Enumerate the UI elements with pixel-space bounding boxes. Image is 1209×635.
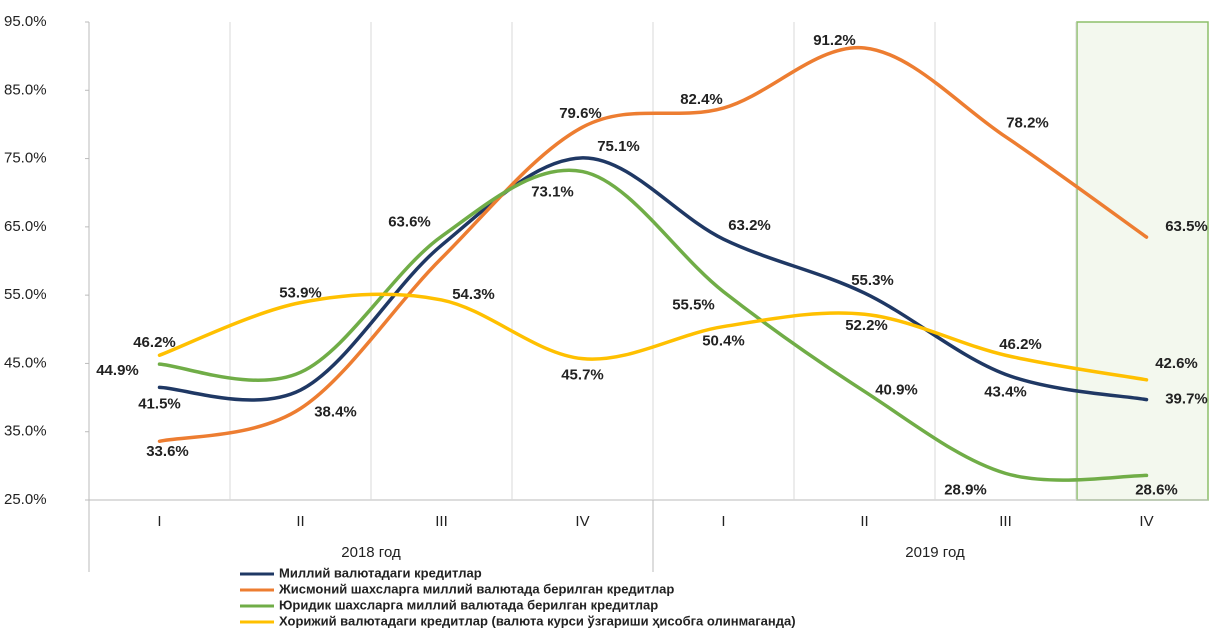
y-tick-label: 45.0%	[4, 354, 47, 371]
data-label: 43.4%	[984, 383, 1027, 400]
legend-label: Миллий валютадаги кредитлар	[279, 565, 482, 580]
data-label: 42.6%	[1155, 355, 1198, 372]
data-label: 41.5%	[138, 395, 181, 412]
y-tick-label: 65.0%	[4, 218, 47, 235]
x-tick-label: IV	[1139, 513, 1153, 530]
data-label: 91.2%	[813, 32, 856, 49]
data-label: 55.5%	[672, 297, 715, 314]
data-label: 63.2%	[728, 217, 771, 234]
line-series	[157, 156, 1149, 402]
data-label: 75.1%	[597, 138, 640, 155]
data-label: 40.9%	[875, 381, 918, 398]
x-tick-label: I	[721, 513, 725, 530]
data-label: 78.2%	[1006, 115, 1049, 132]
data-label: 45.7%	[561, 367, 604, 384]
x-tick-label: III	[999, 513, 1012, 530]
data-label: 46.2%	[133, 334, 176, 351]
group-label: 2019 год	[905, 544, 965, 561]
line-series	[157, 168, 1149, 482]
data-label: 63.6%	[388, 213, 431, 230]
data-label: 28.6%	[1135, 481, 1178, 498]
line-series	[157, 292, 1149, 382]
y-tick-label: 85.0%	[4, 81, 47, 98]
y-tick-label: 25.0%	[4, 491, 47, 508]
data-label: 73.1%	[531, 184, 574, 201]
data-label: 82.4%	[680, 91, 723, 108]
y-tick-label: 95.0%	[4, 13, 47, 30]
x-tick-label: III	[435, 513, 448, 530]
line-series	[157, 46, 1149, 444]
data-label: 63.5%	[1165, 218, 1208, 235]
data-label: 54.3%	[452, 286, 495, 303]
x-tick-label: IV	[575, 513, 589, 530]
data-label: 53.9%	[279, 285, 322, 302]
x-tick-label: I	[157, 513, 161, 530]
data-label: 39.7%	[1165, 391, 1208, 408]
y-tick-label: 75.0%	[4, 150, 47, 167]
legend-label: Юридик шахсларга миллий валютада берилга…	[279, 597, 658, 612]
data-label: 79.6%	[559, 105, 602, 122]
data-label: 50.4%	[702, 333, 745, 350]
data-label: 33.6%	[146, 443, 189, 460]
data-label: 38.4%	[314, 403, 357, 420]
group-label: 2018 год	[341, 544, 401, 561]
x-tick-label: II	[296, 513, 304, 530]
data-label: 44.9%	[96, 362, 139, 379]
y-tick-label: 55.0%	[4, 286, 47, 303]
data-label: 55.3%	[851, 272, 894, 289]
x-tick-label: II	[860, 513, 868, 530]
data-label: 28.9%	[944, 481, 987, 498]
legend-label: Жисмоний шахсларга миллий валютада берил…	[278, 581, 674, 596]
highlight-box	[1076, 21, 1209, 501]
legend-label: Хорижий валютадаги кредитлар (валюта кур…	[279, 613, 796, 628]
y-tick-label: 35.0%	[4, 423, 47, 440]
data-label: 46.2%	[999, 336, 1042, 353]
data-label: 52.2%	[845, 317, 888, 334]
